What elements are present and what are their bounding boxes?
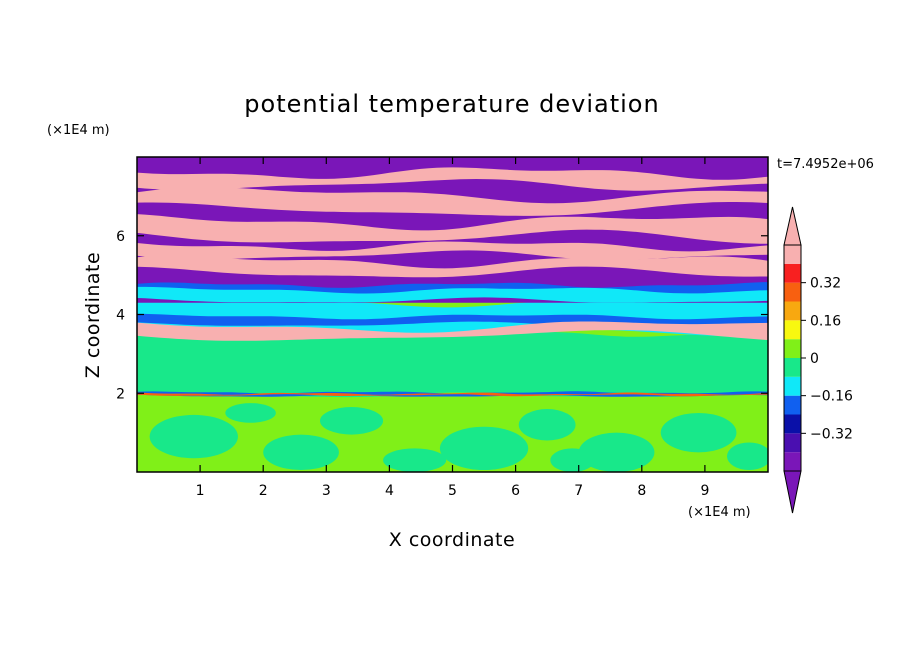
field-layer bbox=[137, 321, 768, 341]
colorbar-segment bbox=[784, 245, 801, 264]
colorbar-segment bbox=[784, 339, 801, 358]
field-layer bbox=[137, 255, 768, 278]
x-tick-label: 2 bbox=[259, 483, 268, 499]
field-patch bbox=[726, 442, 768, 471]
colorbar-segment bbox=[784, 263, 801, 283]
field-layer bbox=[137, 331, 768, 398]
colorbar-segment bbox=[784, 358, 801, 377]
colorbar-segment bbox=[784, 320, 801, 340]
chart-title: potential temperature deviation bbox=[244, 90, 659, 118]
field-layer bbox=[137, 187, 768, 216]
y-axis-label: Z coordinate bbox=[82, 252, 104, 378]
colorbar-tick-label: −0.32 bbox=[810, 426, 853, 442]
x-tick-label: 6 bbox=[511, 483, 520, 499]
field-patch bbox=[319, 407, 384, 435]
field-patch bbox=[660, 412, 737, 453]
y-tick-label: 6 bbox=[116, 229, 125, 245]
colorbar-tick-label: 0.32 bbox=[810, 276, 841, 292]
colorbar-tick-label: 0 bbox=[810, 351, 819, 367]
x-unit-label: (×1E4 m) bbox=[688, 505, 751, 520]
y-unit-label: (×1E4 m) bbox=[47, 123, 110, 138]
colorbar-extension-top bbox=[783, 206, 802, 246]
colorbar-extension-bottom bbox=[783, 470, 802, 514]
colorbar-segment bbox=[784, 376, 801, 396]
field-patch bbox=[439, 426, 529, 471]
x-tick-label: 9 bbox=[700, 483, 709, 499]
field-patch bbox=[550, 448, 595, 472]
colorbar-segment bbox=[784, 452, 801, 471]
field-layer bbox=[137, 214, 768, 244]
y-tick-label: 2 bbox=[116, 386, 125, 402]
field-layer bbox=[137, 286, 768, 303]
colorbar: 0.32 0.16 0 −0.16 −0.32 bbox=[783, 206, 853, 514]
x-tick-label: 7 bbox=[574, 483, 583, 499]
field-layer bbox=[137, 167, 768, 191]
colorbar-segment bbox=[784, 433, 801, 453]
field-patch bbox=[518, 409, 576, 441]
colorbar-segment bbox=[784, 282, 801, 302]
x-tick-label: 5 bbox=[448, 483, 457, 499]
field-patch bbox=[383, 448, 447, 472]
colorbar-segment bbox=[784, 395, 801, 415]
x-axis-label: X coordinate bbox=[389, 529, 515, 551]
heatmap-field bbox=[137, 157, 768, 472]
colorbar-tick-label: 0.16 bbox=[810, 313, 841, 329]
x-tick-label: 3 bbox=[322, 483, 331, 499]
y-axis: 2 4 6 bbox=[116, 229, 768, 402]
field-patch bbox=[578, 432, 655, 472]
field-patch bbox=[225, 403, 276, 423]
field-patch bbox=[149, 414, 238, 459]
field-layer bbox=[137, 392, 768, 397]
colorbar-tick-label: −0.16 bbox=[810, 389, 853, 405]
colorbar-segment bbox=[784, 414, 801, 434]
x-tick-label: 8 bbox=[637, 483, 646, 499]
x-axis: 1 2 3 4 5 6 7 8 9 bbox=[196, 157, 709, 499]
field-patch bbox=[263, 434, 339, 471]
field-layer bbox=[137, 241, 768, 261]
time-label: t=7.4952e+06 bbox=[777, 157, 874, 172]
y-tick-label: 4 bbox=[116, 308, 125, 324]
colorbar-segment bbox=[784, 301, 801, 321]
x-tick-label: 1 bbox=[196, 483, 205, 499]
x-tick-label: 4 bbox=[385, 483, 394, 499]
